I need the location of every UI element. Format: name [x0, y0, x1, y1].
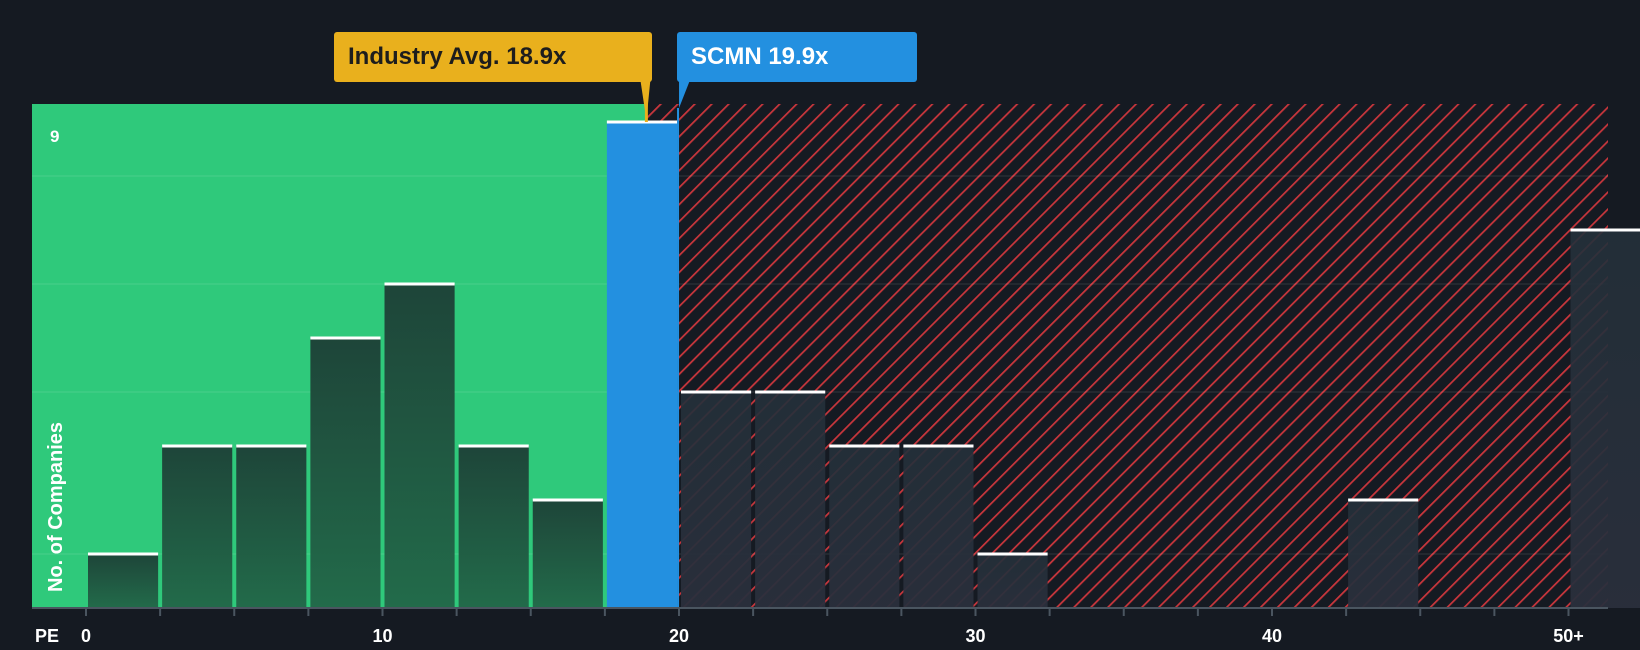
- x-tick-label: 10: [372, 626, 392, 646]
- y-axis-label: No. of Companies: [45, 422, 67, 592]
- histogram-bar: [903, 446, 974, 608]
- x-tick-label: 0: [81, 626, 91, 646]
- histogram-bar: [310, 338, 381, 608]
- x-tick-label: 40: [1262, 626, 1282, 646]
- histogram-bar: [532, 500, 603, 608]
- histogram-bar: [829, 446, 900, 608]
- x-tick-label: 50+: [1553, 626, 1584, 646]
- markers: [640, 80, 691, 608]
- x-axis-ticks: 0 10 20 30 40 50+: [81, 608, 1584, 646]
- histogram-bar: [88, 554, 159, 608]
- histogram-bar: [1348, 500, 1419, 608]
- y-tick-label: 9: [50, 127, 59, 146]
- x-tick-label: 30: [965, 626, 985, 646]
- histogram-bar: [755, 392, 826, 608]
- histogram-bar: [1570, 230, 1640, 608]
- industry-average-pointer: [640, 80, 651, 120]
- histogram-bar: [384, 284, 455, 608]
- histogram-bar: [236, 446, 307, 608]
- x-tick-label: 20: [669, 626, 689, 646]
- histogram-bar: [977, 554, 1048, 608]
- industry-average-label: Industry Avg. 18.9x: [334, 32, 652, 82]
- histogram-bar: [606, 122, 677, 608]
- company-pe-label: SCMN 19.9x: [677, 32, 917, 82]
- histogram-bar: [458, 446, 529, 608]
- histogram-bar: [162, 446, 233, 608]
- bars: [88, 120, 1640, 608]
- x-axis-label: PE: [35, 626, 59, 646]
- company-pointer: [679, 80, 691, 108]
- histogram-bar: [681, 392, 752, 608]
